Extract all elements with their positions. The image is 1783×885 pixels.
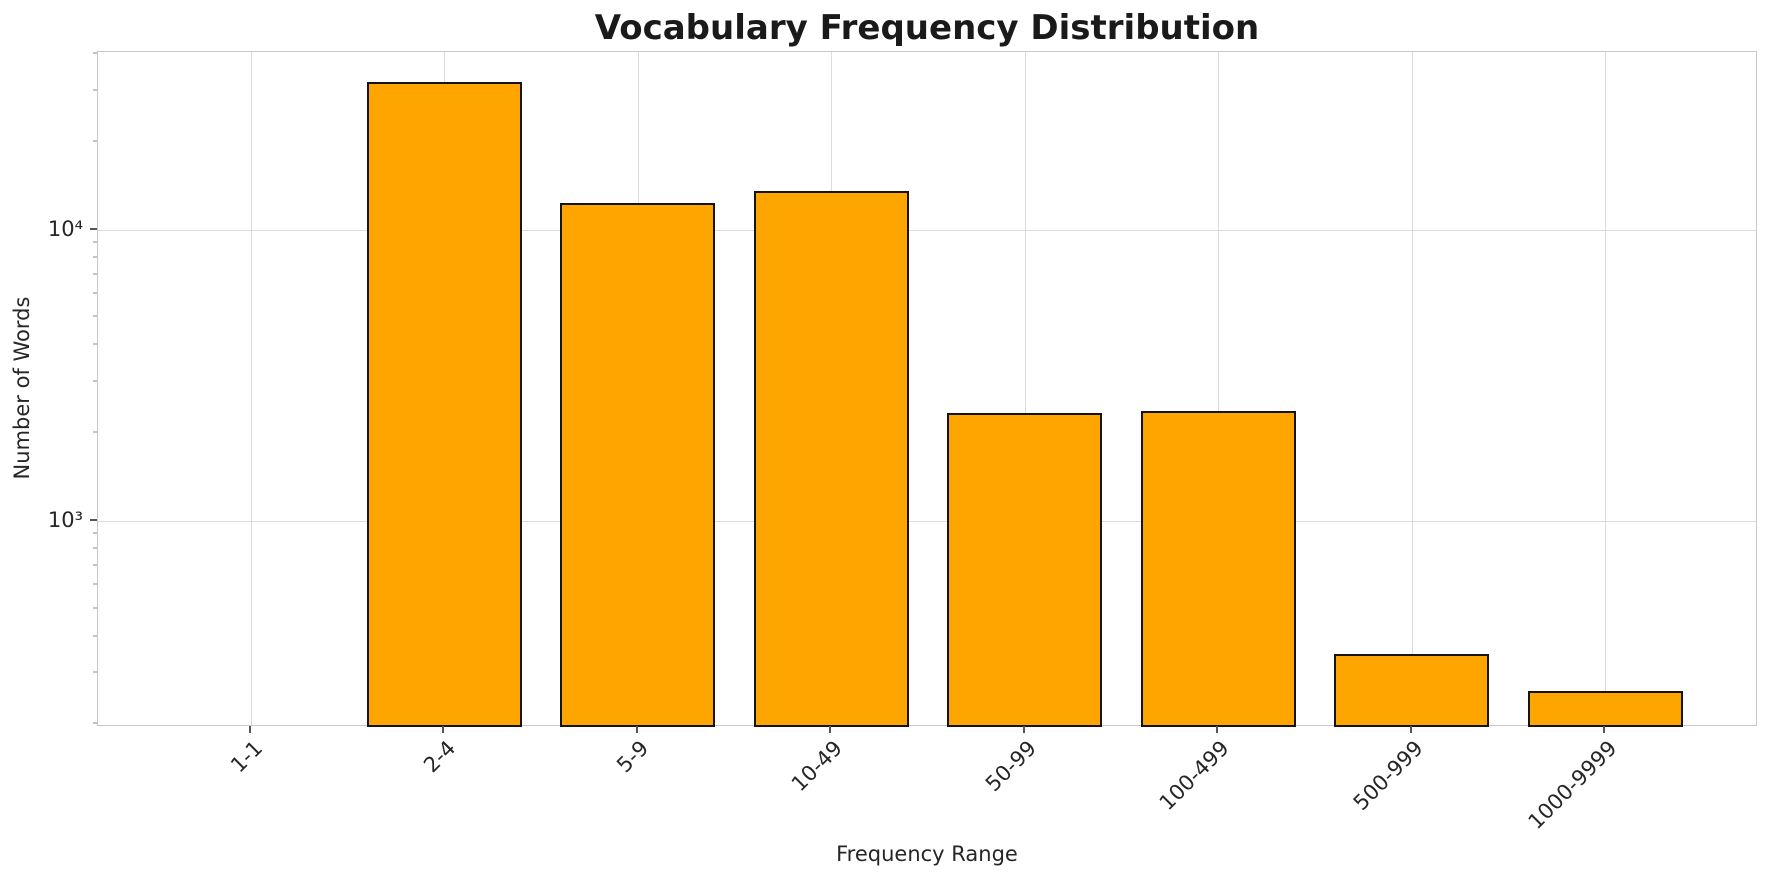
bar bbox=[1140, 411, 1296, 727]
y-minor-tick-mark bbox=[93, 140, 97, 142]
x-tick-mark bbox=[1216, 726, 1219, 733]
x-tick-mark bbox=[1409, 726, 1412, 733]
y-minor-tick-mark bbox=[93, 532, 97, 534]
bar bbox=[947, 412, 1103, 727]
y-minor-tick-mark bbox=[93, 671, 97, 673]
y-minor-tick-mark bbox=[93, 607, 97, 609]
y-minor-tick-mark bbox=[93, 292, 97, 294]
x-tick-mark bbox=[442, 726, 445, 733]
x-tick-label-text: 1000-9999 bbox=[1523, 736, 1622, 834]
y-minor-tick-mark bbox=[93, 256, 97, 258]
x-gridline bbox=[1024, 52, 1026, 725]
x-tick-label-text: 100-499 bbox=[1155, 736, 1235, 816]
x-tick-label-text: 50-99 bbox=[980, 736, 1041, 797]
x-gridline bbox=[1411, 52, 1413, 725]
y-minor-tick-mark bbox=[93, 722, 97, 724]
x-tick-label-text: 5-9 bbox=[612, 736, 654, 778]
x-tick-mark bbox=[635, 726, 638, 733]
x-gridline bbox=[1605, 52, 1607, 725]
y-minor-tick-mark bbox=[93, 273, 97, 275]
x-gridline bbox=[1218, 52, 1220, 725]
y-minor-tick-mark bbox=[93, 315, 97, 317]
chart-title: Vocabulary Frequency Distribution bbox=[594, 8, 1260, 48]
y-axis-label: Number of Words bbox=[10, 296, 34, 480]
y-minor-tick-mark bbox=[93, 343, 97, 345]
x-tick-label-text: 2-4 bbox=[419, 736, 461, 778]
y-minor-tick-mark bbox=[93, 635, 97, 637]
y-minor-tick-mark bbox=[93, 564, 97, 566]
x-tick-mark bbox=[248, 726, 251, 733]
x-axis-label: Frequency Range bbox=[836, 842, 1018, 866]
x-tick-label-text: 10-49 bbox=[787, 736, 848, 797]
x-tick-label-text: 500-999 bbox=[1348, 736, 1428, 816]
y-minor-tick-mark bbox=[93, 547, 97, 549]
y-gridline bbox=[98, 520, 1756, 522]
y-tick-mark bbox=[90, 227, 97, 230]
bar bbox=[753, 190, 909, 727]
y-gridline bbox=[98, 229, 1756, 231]
x-tick-mark bbox=[1603, 726, 1606, 733]
y-minor-tick-mark bbox=[93, 241, 97, 243]
y-tick-label: 10³ bbox=[47, 507, 83, 532]
y-minor-tick-mark bbox=[93, 431, 97, 433]
y-minor-tick-mark bbox=[93, 380, 97, 382]
bar bbox=[366, 82, 522, 727]
x-tick-mark bbox=[829, 726, 832, 733]
y-tick-label: 10⁴ bbox=[47, 216, 83, 241]
plot-area bbox=[97, 51, 1757, 727]
bar bbox=[1527, 691, 1683, 727]
bar bbox=[1334, 653, 1490, 727]
x-tick-label-text: 1-1 bbox=[225, 736, 267, 778]
y-tick-mark bbox=[90, 518, 97, 521]
x-tick-mark bbox=[1022, 726, 1025, 733]
y-minor-tick-mark bbox=[93, 52, 97, 54]
bar bbox=[560, 203, 716, 727]
x-gridline bbox=[250, 52, 252, 725]
y-minor-tick-mark bbox=[93, 89, 97, 91]
y-minor-tick-mark bbox=[93, 583, 97, 585]
